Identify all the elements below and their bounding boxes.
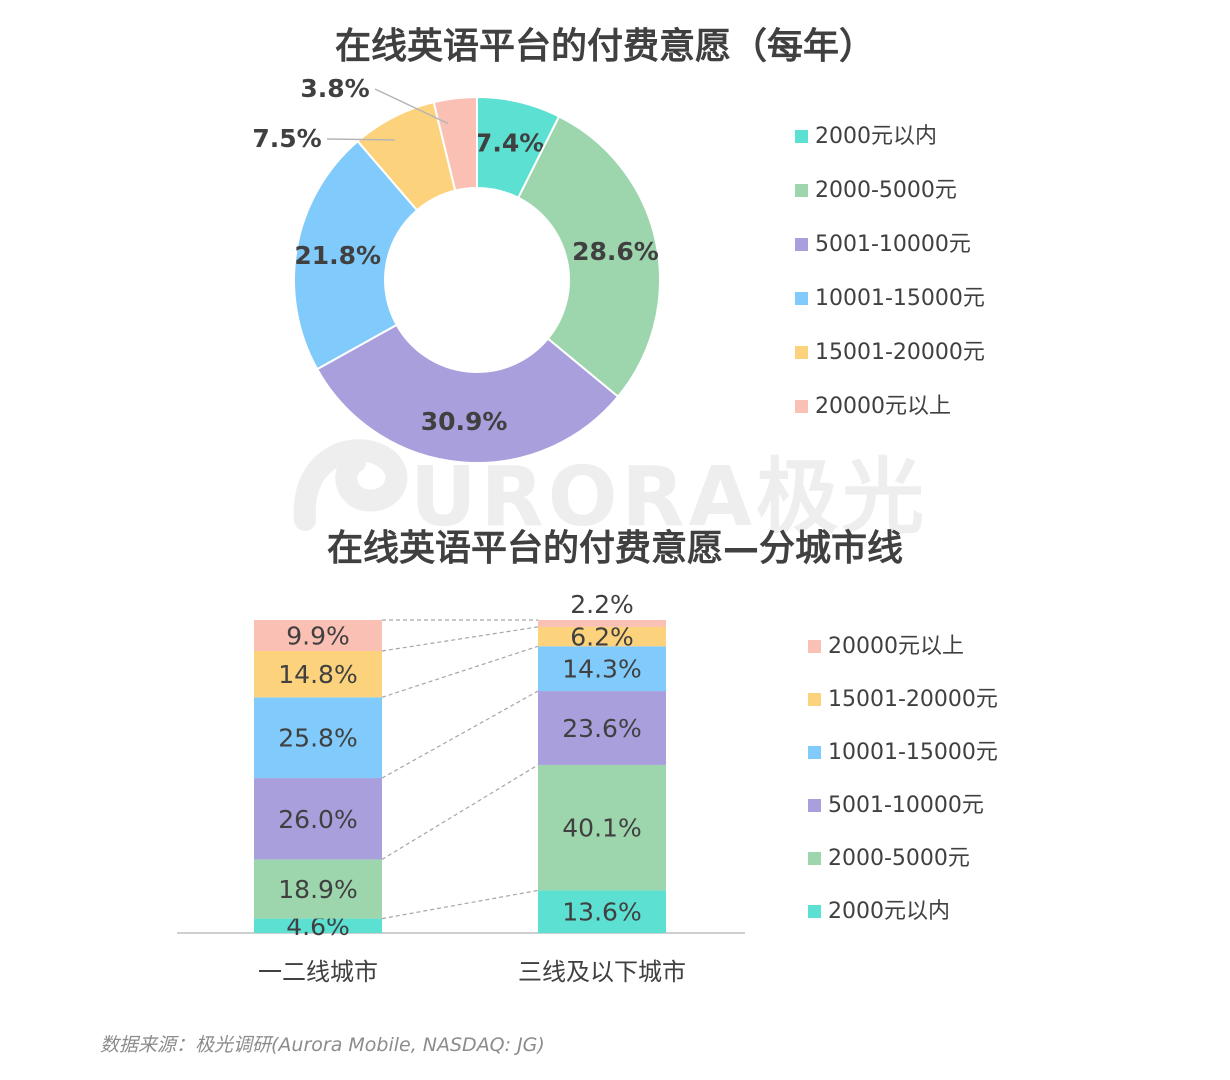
bar-data-label: 18.9%: [278, 875, 357, 904]
legend-label: 2000元以内: [815, 124, 937, 149]
bar-chart-title: 在线英语平台的付费意愿—分城市线: [327, 528, 903, 569]
donut-slice: [432, 95, 478, 192]
stacked-bar-chart: 4.6%18.9%26.0%25.8%14.8%9.9%一二线城市13.6%40…: [177, 590, 745, 986]
bar-segment: [254, 778, 382, 860]
source-note: 数据来源：极光调研(Aurora Mobile, NASDAQ: JG): [100, 1034, 545, 1056]
legend-swatch: [795, 292, 808, 305]
legend-label: 2000-5000元: [815, 178, 957, 203]
bar-data-label: 6.2%: [570, 623, 634, 652]
legend-label: 5001-10000元: [815, 232, 971, 257]
legend-label: 20000元以上: [815, 394, 951, 419]
donut-slice: [315, 323, 620, 464]
donut-slice: [293, 139, 419, 371]
donut-slice: [516, 115, 661, 399]
donut-legend: 2000元以内 2000-5000元 5001-10000元 10001-15000元…: [795, 124, 985, 419]
donut-data-label: 28.6%: [572, 237, 659, 266]
bar-data-label: 25.8%: [278, 724, 357, 753]
legend-swatch: [808, 799, 821, 812]
connector-line: [381, 690, 539, 779]
bar-segment: [254, 859, 382, 919]
bar-segment: [538, 691, 666, 765]
connector-line: [381, 645, 539, 698]
watermark-text: URORA极光: [410, 450, 928, 545]
legend-swatch: [795, 400, 808, 413]
legend-label: 10001-15000元: [828, 740, 998, 765]
legend-swatch: [795, 346, 808, 359]
leader-line: [374, 88, 449, 125]
bar-legend: 20000元以上 15001-20000元 10001-15000元 5001-100…: [808, 634, 998, 924]
bar-segment: [538, 890, 666, 933]
bar-data-label: 14.8%: [278, 660, 357, 689]
legend-swatch: [795, 130, 808, 143]
bar-data-label: 13.6%: [562, 898, 641, 927]
bar-data-label: 9.9%: [286, 621, 350, 650]
donut-data-label: 21.8%: [294, 241, 381, 270]
bar-data-label: 26.0%: [278, 805, 357, 834]
category-label: 一二线城市: [258, 958, 378, 986]
donut-chart: 7.4% 28.6% 30.9% 21.8% 7.5% 3.8%: [252, 74, 661, 464]
donut-data-label: 7.5%: [252, 124, 321, 153]
donut-data-label: 7.4%: [475, 128, 544, 157]
bar-segment: [538, 646, 666, 692]
legend-swatch: [808, 905, 821, 918]
legend-label: 5001-10000元: [828, 793, 984, 818]
legend-label: 15001-20000元: [828, 687, 998, 712]
bar-segment: [254, 620, 382, 651]
bar-data-label: 14.3%: [562, 655, 641, 684]
legend-swatch: [795, 238, 808, 251]
connector-line: [381, 764, 539, 860]
donut-data-label: 30.9%: [421, 407, 508, 436]
legend-label: 15001-20000元: [815, 340, 985, 365]
bar-segment: [254, 650, 382, 698]
category-label: 三线及以下城市: [518, 958, 686, 986]
legend-label: 20000元以上: [828, 634, 964, 659]
bar-data-label: 2.2%: [570, 590, 634, 619]
bar-segment: [538, 620, 666, 627]
legend-label: 2000-5000元: [828, 846, 970, 871]
bar-segment: [538, 764, 666, 891]
watermark: URORA极光: [293, 439, 928, 545]
leader-line: [326, 138, 396, 141]
connector-line: [381, 889, 539, 920]
donut-chart-title: 在线英语平台的付费意愿（每年）: [335, 26, 875, 67]
legend-label: 10001-15000元: [815, 286, 985, 311]
legend-label: 2000元以内: [828, 899, 950, 924]
bar-data-label: 23.6%: [562, 714, 641, 743]
bar-segment: [538, 626, 666, 647]
legend-swatch: [795, 184, 808, 197]
connector-line: [381, 626, 539, 652]
bar-segment: [254, 918, 382, 933]
legend-swatch: [808, 640, 821, 653]
bar-segment: [254, 697, 382, 779]
legend-swatch: [808, 746, 821, 759]
donut-data-label: 3.8%: [300, 74, 369, 103]
bar-data-label: 40.1%: [562, 814, 641, 843]
legend-swatch: [808, 693, 821, 706]
legend-swatch: [808, 852, 821, 865]
aurora-logo-icon: [293, 439, 408, 531]
